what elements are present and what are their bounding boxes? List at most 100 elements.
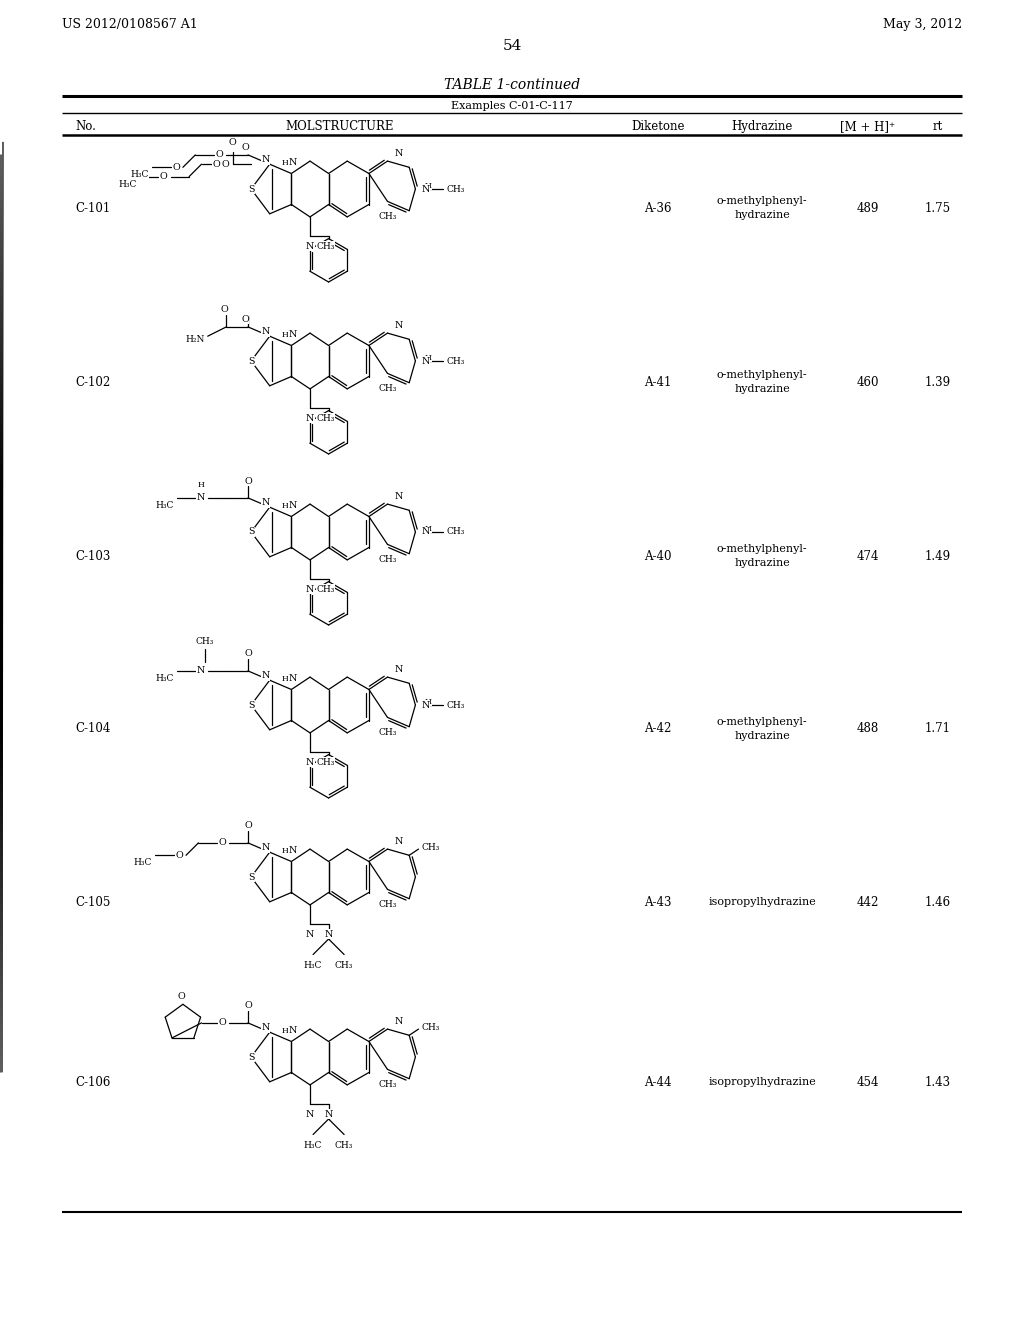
Text: O: O (241, 314, 249, 323)
Text: N: N (289, 846, 297, 855)
Text: CH₃: CH₃ (378, 900, 396, 909)
Text: N: N (325, 585, 333, 594)
Text: 442: 442 (857, 895, 880, 908)
Text: CH₃: CH₃ (196, 638, 214, 645)
Text: A-40: A-40 (644, 549, 672, 562)
Text: N: N (325, 1110, 333, 1119)
Text: H₂N: H₂N (185, 335, 205, 343)
Text: H: H (282, 1027, 289, 1035)
Text: CH₃: CH₃ (422, 843, 440, 853)
Text: O: O (175, 851, 183, 859)
Text: isopropylhydrazine: isopropylhydrazine (709, 1077, 816, 1086)
Text: O: O (218, 838, 226, 847)
Text: O: O (221, 160, 229, 169)
Text: H: H (425, 182, 431, 190)
Text: O: O (160, 172, 167, 181)
Text: o-methylphenyl-
hydrazine: o-methylphenyl- hydrazine (717, 717, 807, 741)
Text: A-44: A-44 (644, 1076, 672, 1089)
Text: CH₃: CH₃ (316, 585, 335, 594)
Text: MOLSTRUCTURE: MOLSTRUCTURE (286, 120, 394, 133)
Text: US 2012/0108567 A1: US 2012/0108567 A1 (62, 18, 198, 30)
Text: N: N (261, 1023, 269, 1032)
Text: A-41: A-41 (644, 375, 672, 388)
Text: N: N (394, 492, 402, 502)
Text: 1.39: 1.39 (925, 375, 951, 388)
Text: CH₃: CH₃ (335, 961, 353, 970)
Text: 489: 489 (857, 202, 880, 214)
Text: A-42: A-42 (644, 722, 672, 735)
Text: A-36: A-36 (644, 202, 672, 214)
Text: TABLE 1-continued: TABLE 1-continued (444, 78, 580, 92)
Text: CH₃: CH₃ (446, 701, 465, 710)
Text: N: N (394, 665, 402, 675)
Text: CH₃: CH₃ (316, 242, 335, 251)
Text: 1.46: 1.46 (925, 895, 951, 908)
Text: H: H (282, 847, 289, 855)
Text: 474: 474 (857, 549, 880, 562)
Text: H: H (198, 480, 205, 488)
Text: 460: 460 (857, 375, 880, 388)
Text: N: N (394, 837, 402, 846)
Text: O: O (218, 1019, 226, 1027)
Text: Hydrazine: Hydrazine (731, 120, 793, 133)
Text: C-104: C-104 (75, 722, 111, 735)
Text: N: N (325, 929, 333, 939)
Text: H₃C: H₃C (304, 1140, 323, 1150)
Text: N: N (394, 1016, 402, 1026)
Text: N: N (261, 156, 269, 164)
Text: N: N (289, 675, 297, 684)
Text: N: N (197, 494, 205, 503)
Text: o-methylphenyl-
hydrazine: o-methylphenyl- hydrazine (717, 544, 807, 568)
Text: A-43: A-43 (644, 895, 672, 908)
Text: N: N (325, 758, 333, 767)
Text: 1.43: 1.43 (925, 1076, 951, 1089)
Text: N: N (261, 327, 269, 337)
Text: H: H (282, 331, 289, 339)
Text: C-101: C-101 (75, 202, 111, 214)
Text: N: N (261, 843, 269, 853)
Text: N: N (394, 149, 402, 158)
Text: H: H (282, 160, 289, 168)
Text: H₃C: H₃C (156, 502, 174, 510)
Text: N: N (422, 701, 430, 710)
Text: N: N (422, 185, 430, 194)
Text: N: N (394, 321, 402, 330)
Text: CH₃: CH₃ (446, 356, 465, 366)
Text: CH₃: CH₃ (446, 528, 465, 536)
Text: H: H (425, 525, 431, 533)
Text: N: N (289, 330, 297, 339)
Text: O: O (212, 160, 220, 169)
Text: S: S (248, 356, 254, 366)
Text: 1.71: 1.71 (925, 722, 951, 735)
Text: CH₃: CH₃ (316, 414, 335, 422)
Text: N: N (306, 1110, 314, 1119)
Text: N: N (422, 356, 430, 366)
Text: N: N (306, 929, 314, 939)
Text: Examples C-01-C-117: Examples C-01-C-117 (452, 102, 572, 111)
Text: 1.75: 1.75 (925, 202, 951, 214)
Text: C-103: C-103 (75, 549, 111, 562)
Text: O: O (215, 150, 223, 160)
Text: N: N (197, 667, 205, 676)
Text: CH₃: CH₃ (446, 185, 465, 194)
Text: H₃C: H₃C (118, 180, 136, 189)
Text: isopropylhydrazine: isopropylhydrazine (709, 898, 816, 907)
Text: S: S (248, 528, 254, 536)
Text: H: H (282, 503, 289, 511)
Text: C-102: C-102 (75, 375, 111, 388)
Text: O: O (244, 649, 252, 659)
Text: 54: 54 (503, 40, 521, 53)
Text: o-methylphenyl-
hydrazine: o-methylphenyl- hydrazine (717, 197, 807, 219)
Text: S: S (248, 873, 254, 882)
Text: O: O (220, 305, 228, 314)
Text: O: O (228, 139, 237, 147)
Text: H₃C: H₃C (133, 858, 152, 867)
Text: CH₃: CH₃ (335, 1140, 353, 1150)
Text: o-methylphenyl-
hydrazine: o-methylphenyl- hydrazine (717, 371, 807, 393)
Text: C-105: C-105 (75, 895, 111, 908)
Text: S: S (248, 1052, 254, 1061)
Text: CH₃: CH₃ (378, 213, 396, 222)
Text: 1.49: 1.49 (925, 549, 951, 562)
Text: CH₃: CH₃ (378, 729, 396, 738)
Text: O: O (172, 162, 180, 172)
